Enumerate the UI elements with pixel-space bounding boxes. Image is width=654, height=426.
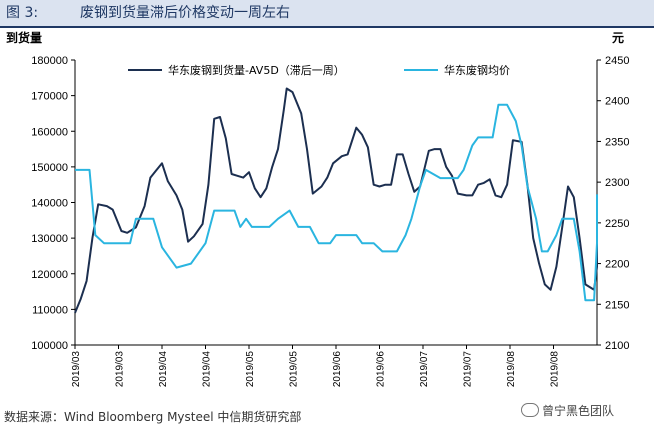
x-tick-label: 2019/06 <box>332 351 343 388</box>
x-tick-label: 2019/05 <box>289 351 300 388</box>
series-layer <box>74 87 598 314</box>
legend-label-price: 华东废钢均价 <box>444 63 510 77</box>
right-tick-label: 2100 <box>605 340 629 352</box>
x-tick-label: 2019/08 <box>550 351 561 388</box>
legend-label-arrivals: 华东废钢到货量-AV5D（滞后一周） <box>168 63 345 77</box>
source-note: 数据来源：Wind Bloomberg Mysteel 中信期货研究部 <box>4 410 302 424</box>
right-tick-label: 2200 <box>605 259 629 271</box>
series-line-arrivals <box>74 87 598 314</box>
series-line-price <box>75 103 598 302</box>
left-tick-label: 110000 <box>32 304 68 316</box>
x-tick-label: 2019/03 <box>71 351 82 388</box>
axes: 100000 110000 120000 130000 140000 150000 1600… <box>31 55 629 387</box>
wechat-icon <box>521 403 539 417</box>
left-tick-label: 180000 <box>31 55 68 67</box>
left-tick-label: 140000 <box>31 198 68 210</box>
right-axis-unit: 元 <box>612 31 624 45</box>
x-tick-label: 2019/07 <box>463 351 474 388</box>
x-tick-label: 2019/07 <box>419 351 430 388</box>
watermark-text: 曾宁黑色团队 <box>542 404 615 418</box>
x-tick-label: 2019/04 <box>158 351 169 388</box>
left-tick-label: 100000 <box>31 340 68 352</box>
left-axis-unit: 到货量 <box>6 30 42 45</box>
x-tick-label: 2019/08 <box>506 351 517 388</box>
x-tick-label: 2019/04 <box>202 351 213 388</box>
right-tick-label: 2350 <box>605 136 629 148</box>
left-tick-label: 130000 <box>31 233 68 245</box>
right-tick-label: 2300 <box>605 177 629 189</box>
left-tick-label: 170000 <box>31 91 68 103</box>
x-tick-label: 2019/03 <box>115 351 126 388</box>
figure-title-bar: 图 3: 废钢到货量滞后价格变动一周左右 <box>0 0 654 26</box>
left-tick-label: 160000 <box>31 126 68 138</box>
title-rule <box>0 26 654 28</box>
left-tick-label: 150000 <box>31 162 68 174</box>
legend: 华东废钢到货量-AV5D（滞后一周） 华东废钢均价 <box>128 63 510 77</box>
x-tick-label: 2019/05 <box>245 351 256 388</box>
right-tick-label: 2150 <box>605 299 629 311</box>
figure-number: 图 3: <box>6 5 39 21</box>
right-tick-label: 2400 <box>605 96 629 108</box>
chart: 到货量 元 华东废钢到货量-AV5D（滞后一周） 华东废钢均价 100000 11… <box>6 30 629 387</box>
left-tick-label: 120000 <box>31 269 68 281</box>
right-tick-label: 2250 <box>605 218 629 230</box>
x-tick-label: 2019/06 <box>376 351 387 388</box>
watermark: 曾宁黑色团队 <box>521 402 614 419</box>
figure-title: 废钢到货量滞后价格变动一周左右 <box>80 5 290 21</box>
right-tick-label: 2450 <box>605 55 629 67</box>
